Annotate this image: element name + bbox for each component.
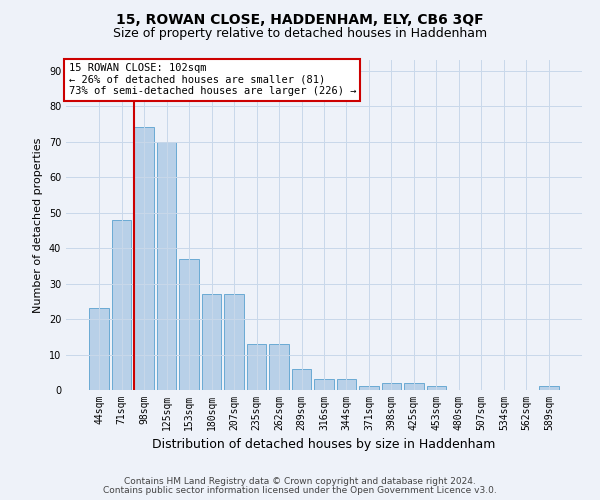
Text: Size of property relative to detached houses in Haddenham: Size of property relative to detached ho… [113, 28, 487, 40]
Bar [314, 380, 334, 390]
Text: 15, ROWAN CLOSE, HADDENHAM, ELY, CB6 3QF: 15, ROWAN CLOSE, HADDENHAM, ELY, CB6 3QF [116, 12, 484, 26]
Y-axis label: Number of detached properties: Number of detached properties [33, 138, 43, 312]
Bar [269, 344, 289, 390]
Bar [359, 386, 379, 390]
Bar [337, 380, 356, 390]
Bar [89, 308, 109, 390]
Bar [539, 386, 559, 390]
Text: 15 ROWAN CLOSE: 102sqm
← 26% of detached houses are smaller (81)
73% of semi-det: 15 ROWAN CLOSE: 102sqm ← 26% of detached… [68, 64, 356, 96]
Bar [404, 383, 424, 390]
Bar [202, 294, 221, 390]
Bar [112, 220, 131, 390]
Bar [179, 258, 199, 390]
Bar [292, 368, 311, 390]
X-axis label: Distribution of detached houses by size in Haddenham: Distribution of detached houses by size … [152, 438, 496, 452]
Bar [224, 294, 244, 390]
Bar [247, 344, 266, 390]
Bar [382, 383, 401, 390]
Text: Contains HM Land Registry data © Crown copyright and database right 2024.: Contains HM Land Registry data © Crown c… [124, 477, 476, 486]
Bar [134, 128, 154, 390]
Bar [427, 386, 446, 390]
Text: Contains public sector information licensed under the Open Government Licence v3: Contains public sector information licen… [103, 486, 497, 495]
Bar [157, 142, 176, 390]
